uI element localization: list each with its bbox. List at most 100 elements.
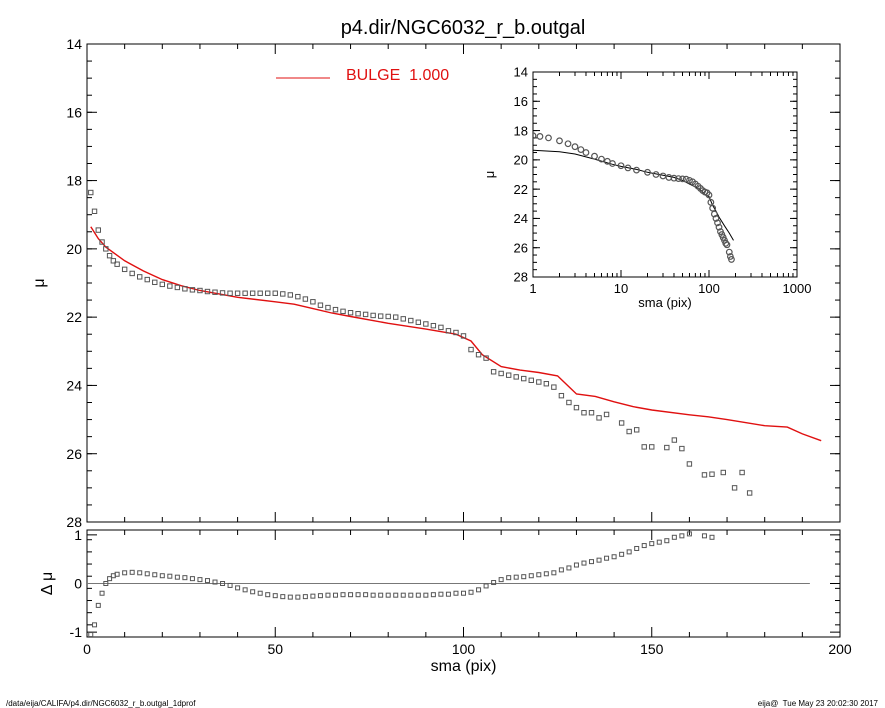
main-data-point	[227, 290, 233, 296]
main-data-point	[189, 287, 196, 293]
inset-data-point	[675, 175, 682, 183]
main-data-point	[95, 227, 101, 233]
main-data-point	[528, 377, 534, 384]
inset-data-point	[624, 164, 632, 172]
main-data-point	[249, 290, 256, 296]
main-data-point	[475, 352, 482, 358]
main-data-point	[385, 313, 391, 320]
inset-ytick-label: 26	[514, 240, 528, 255]
main-data-point	[257, 290, 263, 296]
main-data-point	[362, 311, 369, 318]
residual-xtick-label: 100	[452, 641, 476, 657]
residual-xtick-label: 150	[640, 641, 664, 657]
residual-data-point	[122, 570, 128, 576]
residual-data-point	[626, 549, 632, 555]
residual-data-point	[528, 573, 534, 579]
inset-ytick-label: 14	[514, 65, 528, 80]
footer-left: /data/eija/CALIFA/p4.dir/NGC6032_r_b.out…	[6, 699, 196, 708]
main-ytick-label: 18	[66, 173, 82, 189]
main-data-point	[618, 420, 625, 426]
main-data-point	[536, 379, 542, 385]
main-data-point	[355, 311, 361, 317]
main-data-point	[317, 302, 324, 308]
residual-data-point	[423, 592, 429, 598]
inset-data-point	[682, 175, 690, 183]
residual-data-point	[385, 592, 391, 598]
main-data-point	[521, 375, 527, 382]
main-data-point	[137, 274, 143, 280]
residual-data-point	[257, 590, 263, 596]
main-ytick-label: 20	[66, 241, 82, 257]
residual-data-point	[468, 589, 474, 595]
main-data-point	[543, 381, 550, 387]
main-data-point	[664, 444, 670, 451]
main-data-point	[626, 428, 632, 435]
main-data-point	[709, 471, 715, 477]
main-ytick-label: 16	[66, 104, 82, 120]
residual-data-point	[103, 581, 109, 586]
residual-xlabel: sma (pix)	[431, 658, 497, 675]
inset-data-point	[712, 215, 720, 222]
residual-data-point	[536, 572, 542, 578]
main-data-point	[340, 308, 346, 315]
main-data-point	[103, 246, 109, 252]
inset-data-point	[723, 241, 731, 249]
residual-data-point	[340, 592, 346, 598]
main-data-point	[99, 239, 105, 245]
residual-data-point	[250, 589, 256, 595]
residual-data-point	[671, 534, 677, 540]
residual-data-point	[99, 590, 105, 596]
main-data-point	[641, 444, 647, 450]
residual-data-point	[235, 585, 241, 591]
inset-data-point	[582, 149, 590, 156]
residual-data-point	[220, 581, 226, 586]
residual-data-point	[114, 571, 120, 577]
residual-data-point	[641, 543, 647, 549]
main-data-point	[174, 284, 181, 291]
main-data-point	[649, 444, 655, 450]
residual-data-point	[596, 557, 602, 563]
main-data-point	[415, 319, 422, 325]
residual-data-point	[348, 592, 354, 598]
main-data-point	[490, 369, 497, 375]
main-data-point	[152, 279, 158, 286]
main-data-point	[505, 372, 512, 378]
inset-xtick-label: 100	[698, 281, 720, 296]
residual-data-point	[227, 582, 233, 588]
main-data-point	[110, 258, 117, 264]
residual-data-point	[461, 590, 466, 596]
main-data-point	[746, 490, 753, 496]
inset-data-point	[715, 223, 723, 231]
residual-data-point	[453, 590, 459, 596]
main-data-point	[423, 321, 429, 327]
inset-data-point	[714, 219, 721, 227]
residual-xtick-label: 50	[267, 641, 283, 657]
inset-data-point	[609, 160, 616, 167]
residual-data-point	[649, 541, 655, 547]
residual-data-point	[408, 592, 414, 598]
residual-data-point	[197, 577, 203, 583]
residual-xtick-label: 0	[83, 641, 91, 657]
chart-title: p4.dir/NGC6032_r_b.outgal	[341, 17, 586, 39]
main-data-point	[287, 292, 294, 298]
inset-ytick-label: 28	[514, 270, 528, 285]
residual-data-point	[566, 565, 572, 571]
main-data-point	[182, 286, 188, 292]
inset-data-point	[556, 137, 563, 145]
residual-data-point	[95, 602, 101, 608]
main-data-point	[377, 313, 384, 319]
main-data-point	[106, 252, 113, 259]
residual-ytick-label: -1	[70, 624, 83, 640]
main-data-point	[483, 355, 489, 361]
residual-data-point	[701, 533, 707, 539]
inset-data-point	[564, 140, 572, 148]
inset-ytick-label: 20	[514, 153, 528, 168]
residual-data-point	[619, 551, 625, 557]
main-data-point	[393, 314, 399, 320]
residual-data-point	[400, 592, 406, 598]
inset-model-line	[533, 149, 734, 241]
residual-data-point	[506, 575, 512, 581]
residual-data-point	[378, 592, 384, 598]
residual-data-point	[521, 574, 527, 580]
residual-data-point	[370, 592, 376, 598]
